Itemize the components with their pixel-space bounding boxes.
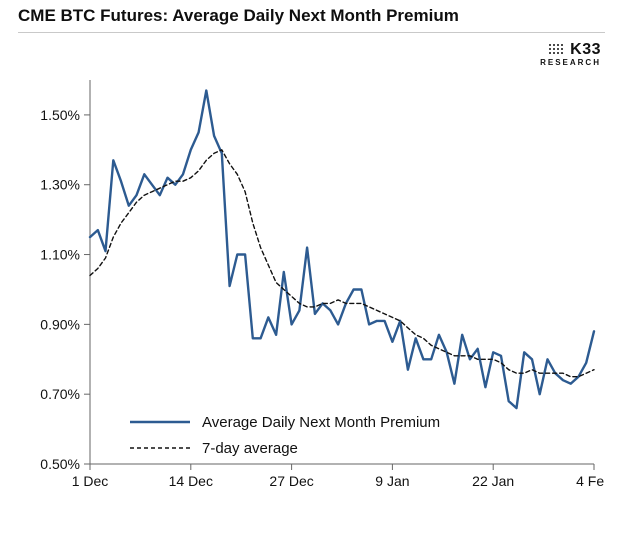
svg-text:4 Feb: 4 Feb bbox=[576, 473, 605, 489]
brand-name: K33 bbox=[570, 41, 601, 58]
svg-text:14 Dec: 14 Dec bbox=[169, 473, 213, 489]
svg-text:27 Dec: 27 Dec bbox=[269, 473, 313, 489]
svg-text:Average Daily Next Month Premi: Average Daily Next Month Premium bbox=[202, 414, 440, 431]
svg-text:0.70%: 0.70% bbox=[40, 386, 80, 402]
brand-logo: K33 RESEARCH bbox=[540, 42, 601, 67]
chart-title: CME BTC Futures: Average Daily Next Mont… bbox=[0, 0, 623, 32]
chart-area: 0.50% 0.70% 0.90% 1.10% 1.30% 1.50% 1 Dec 14 De… bbox=[18, 72, 605, 524]
svg-text:1.50%: 1.50% bbox=[40, 107, 80, 123]
svg-text:1.10%: 1.10% bbox=[40, 247, 80, 263]
brand-sub: RESEARCH bbox=[540, 59, 601, 67]
brand-dot-icon bbox=[548, 43, 566, 57]
svg-text:0.50%: 0.50% bbox=[40, 456, 80, 472]
svg-text:7-day average: 7-day average bbox=[202, 440, 298, 457]
title-rule bbox=[18, 32, 605, 33]
svg-text:1 Dec: 1 Dec bbox=[72, 473, 109, 489]
svg-text:9 Jan: 9 Jan bbox=[375, 473, 409, 489]
svg-text:0.90%: 0.90% bbox=[40, 316, 80, 332]
svg-text:22 Jan: 22 Jan bbox=[472, 473, 514, 489]
svg-text:1.30%: 1.30% bbox=[40, 177, 80, 193]
line-chart: 0.50% 0.70% 0.90% 1.10% 1.30% 1.50% 1 Dec 14 De… bbox=[18, 72, 605, 524]
